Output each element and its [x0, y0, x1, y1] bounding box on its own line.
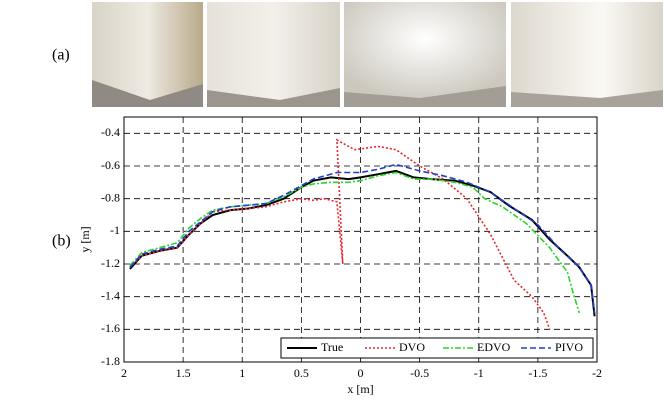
photo — [207, 2, 340, 107]
photos — [92, 2, 663, 107]
y-tick-label: -1.4 — [101, 288, 120, 302]
series-line — [129, 163, 596, 314]
plot-frame — [123, 116, 598, 363]
y-tick-label: -0.4 — [101, 125, 120, 139]
legend-label: DVO — [399, 340, 425, 354]
legend-label: EDVO — [477, 340, 511, 354]
x-tick-label: -1.5 — [528, 366, 547, 380]
x-tick-label: 1 — [239, 366, 245, 380]
floor — [207, 88, 340, 107]
x-tick-label: -1 — [474, 366, 484, 380]
x-axis-label: x [m] — [347, 382, 373, 396]
y-tick-label: -1 — [110, 223, 120, 237]
x-tick-label: 1.5 — [176, 366, 191, 380]
x-tick-label: -2 — [592, 366, 602, 380]
legend: True DVO EDVO PIVO — [280, 337, 594, 359]
legend-label: True — [321, 340, 343, 354]
y-axis-label: y [m] — [78, 226, 92, 252]
y-tick-label: -0.6 — [101, 158, 120, 172]
x-tick-label: -0.5 — [410, 366, 429, 380]
photo — [344, 2, 506, 107]
y-tick-label: -1.8 — [101, 354, 120, 368]
panel-label: (b) — [52, 233, 71, 250]
floor — [511, 90, 663, 107]
y-tick-label: -0.8 — [101, 190, 120, 204]
x-tick-label: 2 — [121, 366, 127, 380]
panel-label: (a) — [52, 47, 70, 64]
photo — [511, 2, 663, 107]
legend-label: PIVO — [555, 340, 583, 354]
y-tick-label: -1.6 — [101, 321, 120, 335]
y-tick-label: -1.2 — [101, 256, 120, 270]
floor — [344, 86, 506, 107]
legend-box — [280, 337, 594, 359]
x-tick-label: 0.5 — [294, 366, 309, 380]
series-line — [129, 171, 581, 314]
x-tick-label: 0 — [358, 366, 364, 380]
floor — [92, 80, 203, 107]
